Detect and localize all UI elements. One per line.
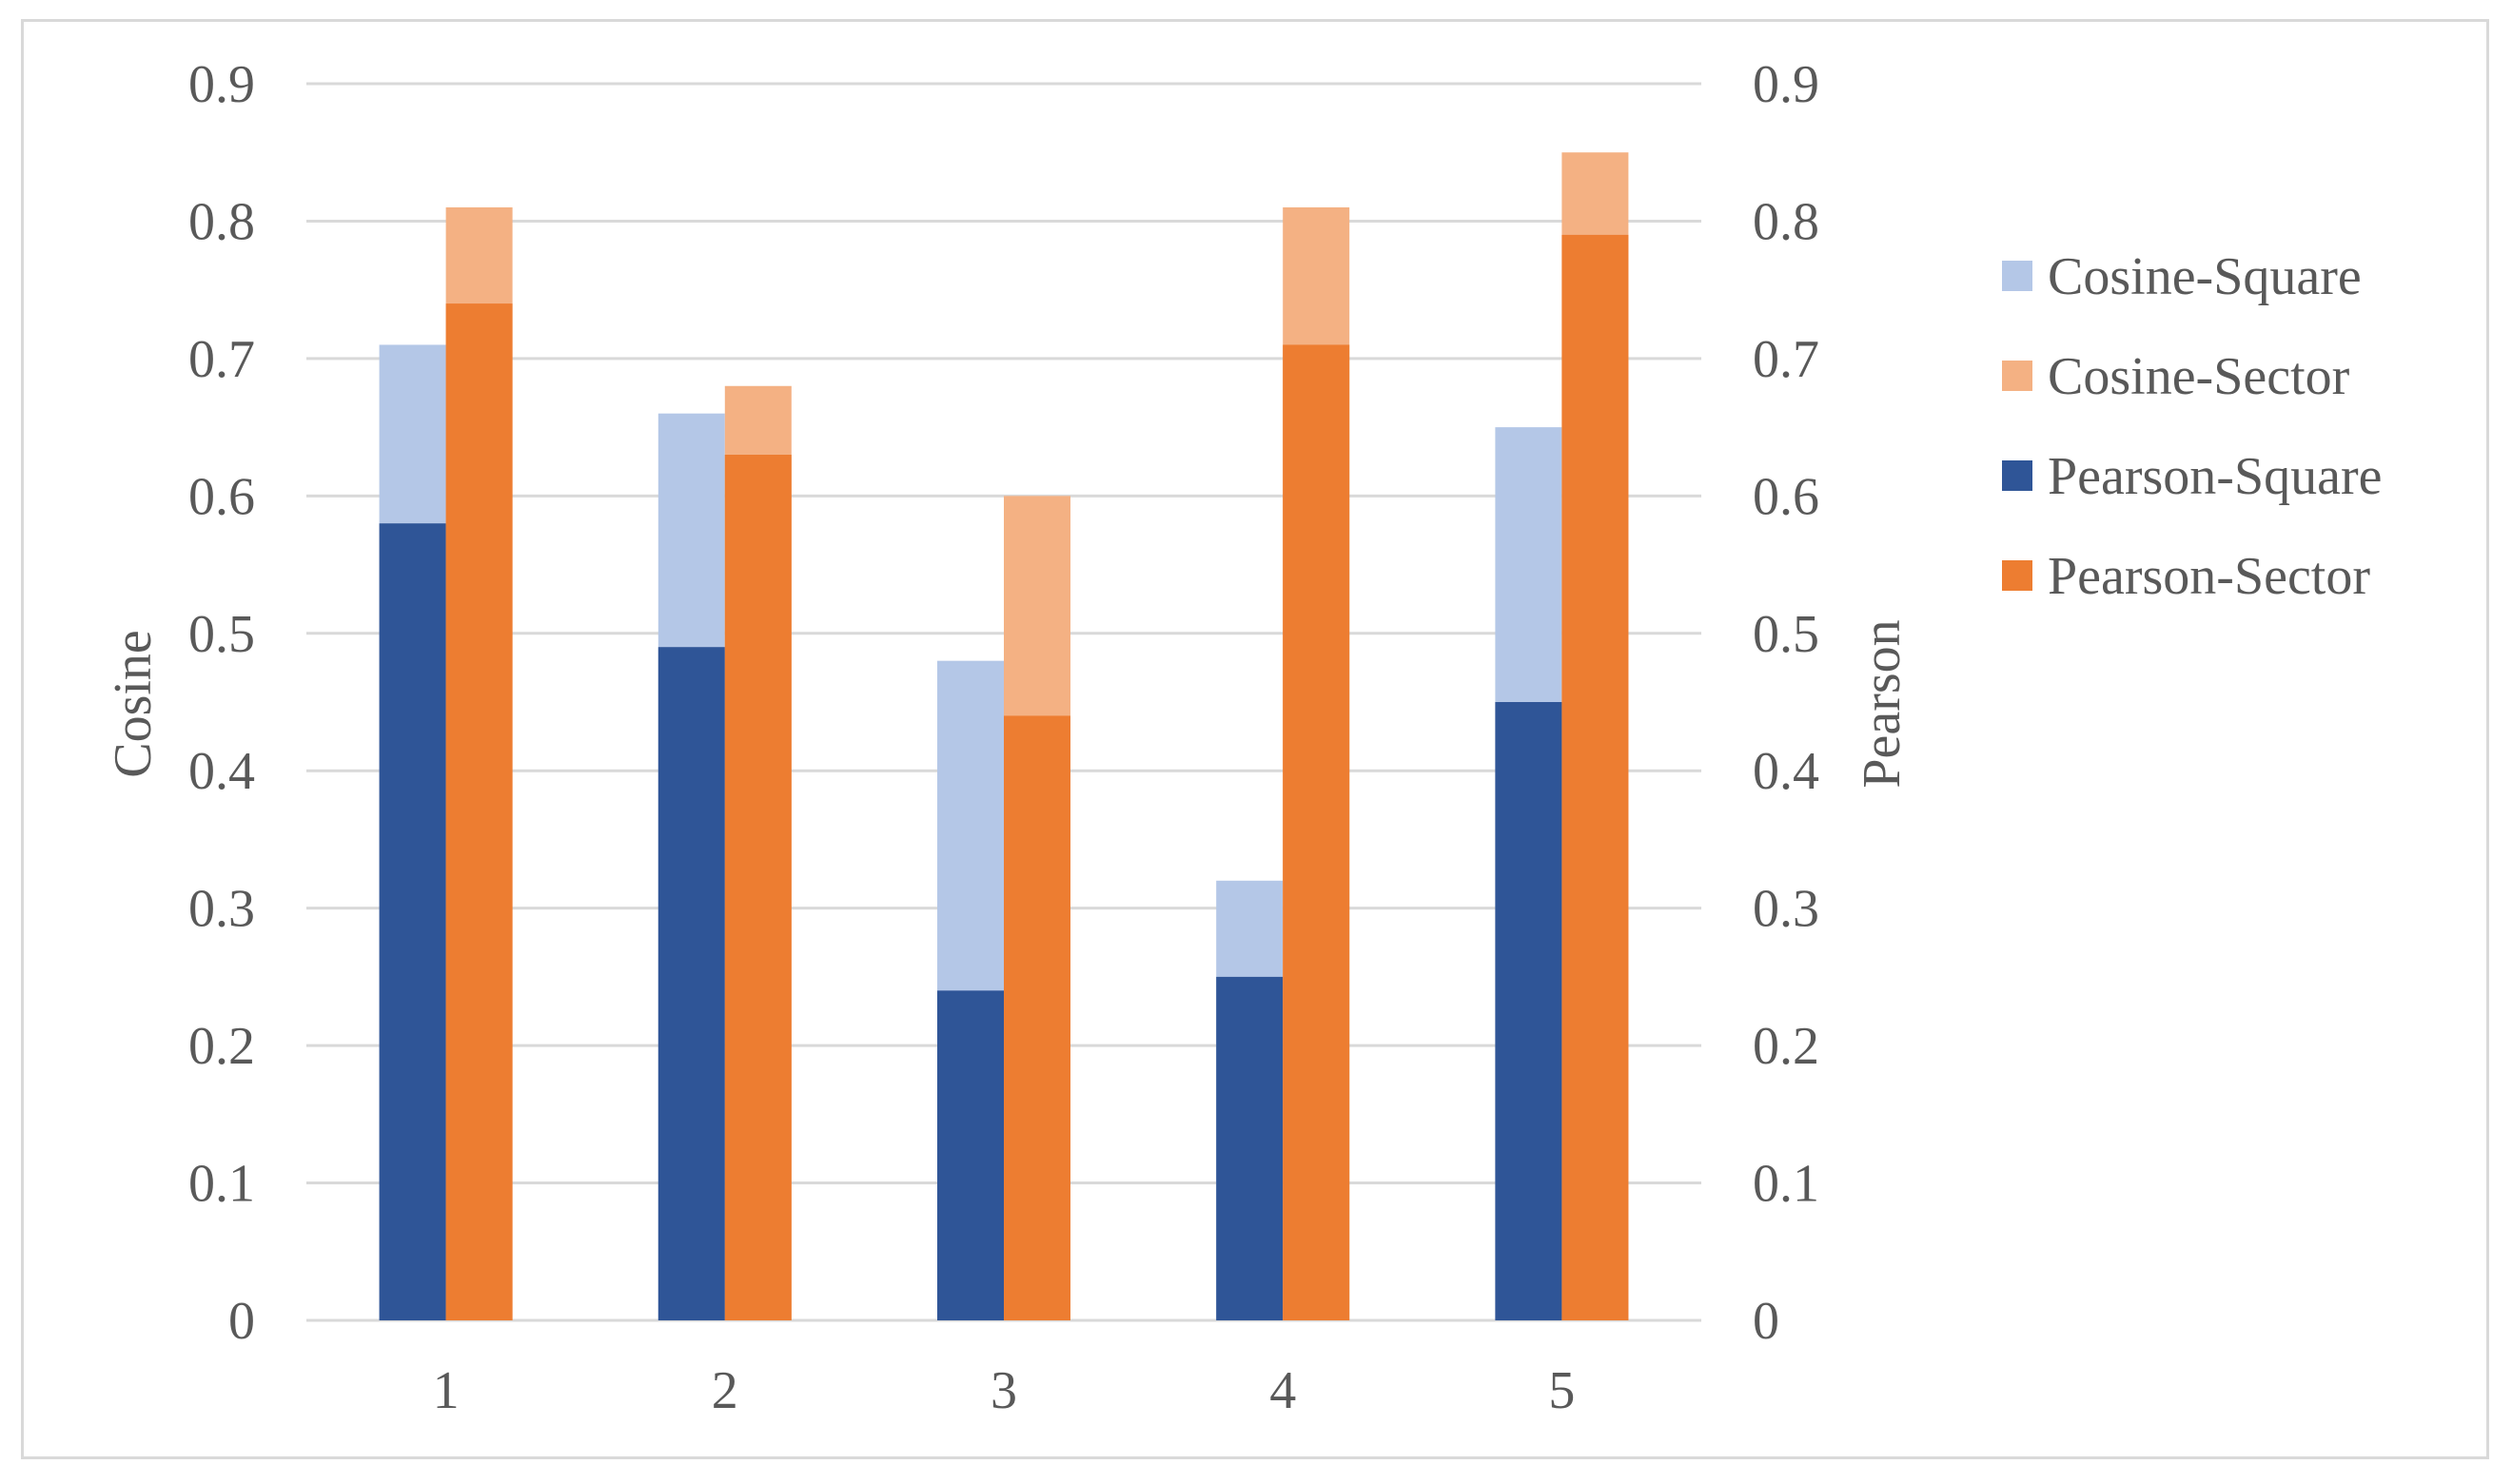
category-label: 1 [433, 1361, 460, 1420]
bar-pearson-sector-4 [1283, 344, 1350, 1320]
gridlines [306, 82, 1701, 1322]
left-tick-label: 0.8 [188, 192, 255, 251]
bar-pearson-sector-5 [1561, 234, 1629, 1320]
legend-swatch-cosine-square [2002, 261, 2032, 291]
category-labels: 1 2 3 4 5 [433, 1361, 1576, 1420]
right-tick-label: 0.7 [1753, 330, 1819, 389]
left-tick-label: 0.3 [188, 880, 255, 939]
left-tick-label: 0.7 [188, 330, 255, 389]
bar-pearson-sector-1 [445, 303, 513, 1321]
bar-pearson-square-5 [1495, 702, 1562, 1320]
legend: Cosine-Square Cosine-Sector Pearson-Square… [2002, 247, 2382, 606]
legend-swatch-pearson-square [2002, 460, 2032, 491]
right-tick-label: 0 [1753, 1292, 1779, 1351]
left-axis-ticks: 0 0.1 0.2 0.3 0.4 0.5 0.6 0.7 0.8 0.9 [188, 55, 255, 1351]
bar-pearson-square-4 [1216, 976, 1284, 1320]
legend-label: Pearson-Sector [2048, 547, 2370, 606]
right-tick-label: 0.1 [1753, 1155, 1819, 1214]
category-label: 2 [712, 1361, 738, 1420]
bar-pearson-square-1 [379, 523, 446, 1320]
bars [379, 152, 1629, 1321]
category-label: 3 [991, 1361, 1017, 1420]
right-tick-label: 0.4 [1753, 742, 1819, 801]
bar-pearson-sector-2 [724, 455, 792, 1320]
legend-swatch-cosine-sector [2002, 361, 2032, 391]
left-tick-label: 0.2 [188, 1017, 255, 1076]
bar-pearson-sector-3 [1004, 715, 1070, 1320]
left-tick-label: 0.4 [188, 742, 255, 801]
left-tick-label: 0 [228, 1292, 255, 1351]
right-tick-label: 0.9 [1753, 55, 1819, 114]
left-axis-title: Cosine [104, 630, 163, 778]
right-axis-title: Pearson [1853, 619, 1912, 788]
right-tick-label: 0.2 [1753, 1017, 1819, 1076]
left-tick-label: 0.6 [188, 467, 255, 526]
legend-swatch-pearson-sector [2002, 560, 2032, 591]
right-axis-ticks: 0 0.1 0.2 0.3 0.4 0.5 0.6 0.7 0.8 0.9 [1753, 55, 1819, 1351]
category-label: 4 [1269, 1361, 1296, 1420]
left-tick-label: 0.9 [188, 55, 255, 114]
right-tick-label: 0.6 [1753, 467, 1819, 526]
right-tick-label: 0.3 [1753, 880, 1819, 939]
bar-pearson-square-2 [657, 647, 725, 1320]
legend-label: Cosine-Sector [2048, 347, 2350, 406]
legend-label: Pearson-Square [2048, 447, 2382, 506]
right-tick-label: 0.8 [1753, 192, 1819, 251]
bar-pearson-square-3 [937, 990, 1004, 1320]
left-tick-label: 0.5 [188, 605, 255, 664]
right-tick-label: 0.5 [1753, 605, 1819, 664]
category-label: 5 [1548, 1361, 1575, 1420]
left-tick-label: 0.1 [188, 1155, 255, 1214]
legend-label: Cosine-Square [2048, 247, 2362, 306]
